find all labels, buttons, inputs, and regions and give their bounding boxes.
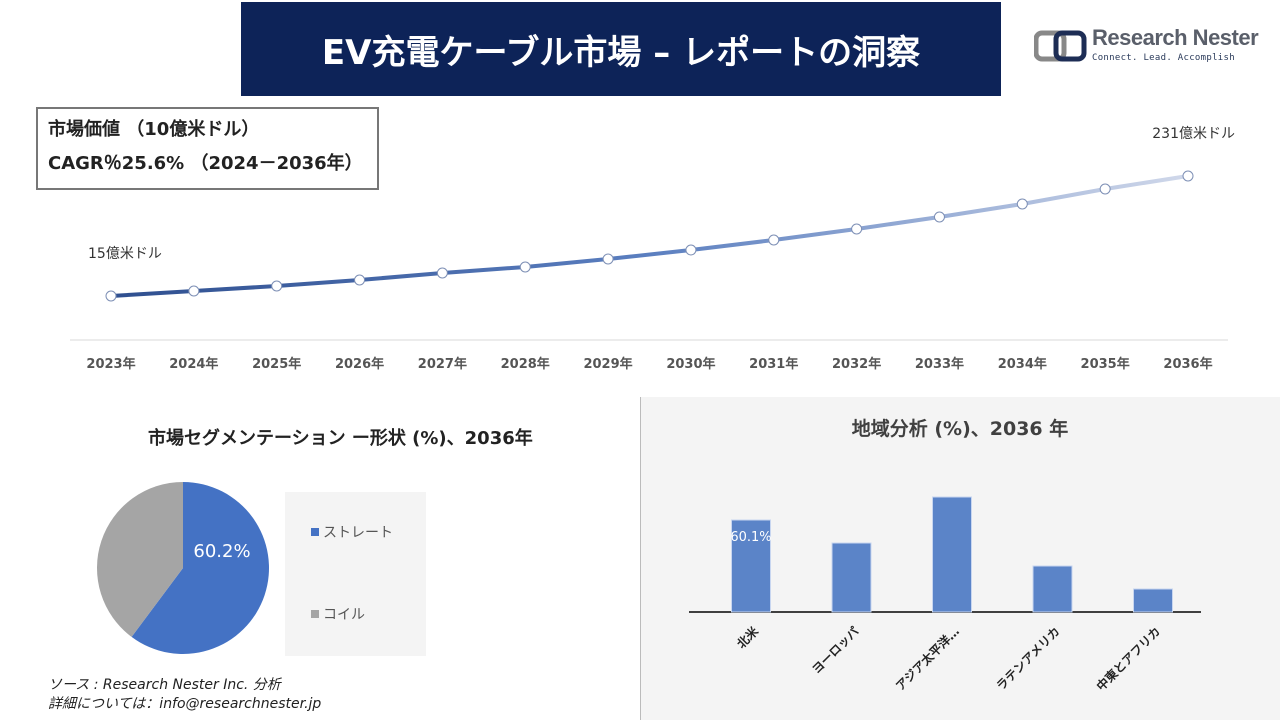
pie-slice-straight	[131, 482, 269, 654]
x-tick-label: 2029年	[583, 356, 632, 372]
info-box: 市場価値 （10億米ドル） CAGR％25.6% （2024－2036年）	[36, 107, 379, 190]
x-tick-label: ラテンアメリカ	[994, 624, 1063, 693]
logo-name: Research Nester	[1092, 25, 1259, 50]
data-point	[354, 274, 366, 286]
x-tick-label: 2031年	[749, 356, 798, 372]
source-note: ソース : Research Nester Inc. 分析 詳細については：in…	[48, 676, 321, 714]
legend-label: コイル	[323, 607, 365, 623]
logo-icon	[1034, 30, 1087, 62]
bar-data-label: 60.1%	[730, 530, 771, 545]
data-point	[685, 244, 697, 256]
market-value-label: 市場価値 （10億米ドル）	[48, 119, 260, 140]
bar	[1133, 588, 1173, 613]
x-tick-label: 2026年	[335, 356, 384, 372]
legend-swatch	[311, 528, 319, 536]
pie-data-label: 60.2%	[193, 541, 250, 562]
x-tick-label: 2032年	[832, 356, 881, 372]
x-tick-label: 2023年	[86, 356, 135, 372]
data-point	[188, 285, 200, 297]
pie-title: 市場セグメンテーション ー形状 (%)、2036年	[148, 428, 533, 449]
series-line	[110, 174, 1189, 298]
data-point	[436, 267, 448, 279]
pie-legend: ストレート コイル	[285, 492, 426, 656]
title-banner: EV充電ケーブル市場 – レポートの洞察	[241, 2, 1001, 96]
x-tick-label: 北米	[734, 623, 762, 651]
data-point	[105, 290, 117, 302]
data-point	[1182, 170, 1194, 182]
x-tick-label: 2027年	[418, 356, 467, 372]
data-point	[602, 253, 614, 265]
bar	[932, 496, 972, 613]
x-tick-label: ヨーロッパ	[809, 624, 861, 676]
data-point	[1099, 183, 1111, 195]
bar	[731, 519, 771, 613]
pie-slice-coil	[96, 482, 183, 637]
contact-text: 詳細については：info@researchnester.jp	[48, 696, 322, 712]
x-tick-label: アジア太平洋…	[892, 624, 962, 694]
data-point	[933, 211, 945, 223]
pie-chart: 60.2%	[96, 482, 269, 654]
legend-swatch	[311, 610, 319, 618]
source-text: ソース : Research Nester Inc. 分析	[48, 677, 281, 693]
legend-label: ストレート	[323, 525, 393, 541]
x-tick-label: 2030年	[666, 356, 715, 372]
page-title: EV充電ケーブル市場 – レポートの洞察	[321, 32, 921, 73]
x-tick-label: 2033年	[915, 356, 964, 372]
first-value-label: 15億米ドル	[88, 246, 162, 262]
cagr-label: CAGR％25.6% （2024－2036年）	[48, 153, 363, 174]
x-tick-label: 2024年	[169, 356, 218, 372]
legend-item-coil: コイル	[311, 604, 365, 624]
bar	[831, 542, 872, 613]
data-point	[1016, 198, 1028, 210]
bar-title: 地域分析 (%)、2036 年	[851, 418, 1069, 440]
bar-chart: 60.1% 北米 ヨーロッパ アジア太平洋… ラテンアメリカ 中東とアフリカ	[689, 496, 1201, 694]
data-point	[851, 223, 863, 235]
x-tick-label: 2036年	[1163, 356, 1212, 372]
x-tick-label: 2025年	[252, 356, 301, 372]
x-tick-label: 2034年	[998, 356, 1047, 372]
line-chart: 2023年 2024年 2025年 2026年 2027年 2028年 2029年 2030年…	[70, 126, 1235, 372]
x-tick-label: 2028年	[501, 356, 550, 372]
legend-item-straight: ストレート	[311, 522, 393, 542]
data-point	[519, 261, 531, 273]
logo-tagline: Connect. Lead. Accomplish	[1092, 53, 1235, 63]
x-tick-label: 2035年	[1081, 356, 1130, 372]
logo: Research Nester Connect. Lead. Accomplis…	[1034, 26, 1264, 70]
data-point	[768, 234, 780, 246]
last-value-label: 231億米ドル	[1152, 126, 1235, 142]
x-tick-label: 中東とアフリカ	[1093, 624, 1163, 694]
bar	[1032, 565, 1073, 613]
data-point	[271, 280, 283, 292]
